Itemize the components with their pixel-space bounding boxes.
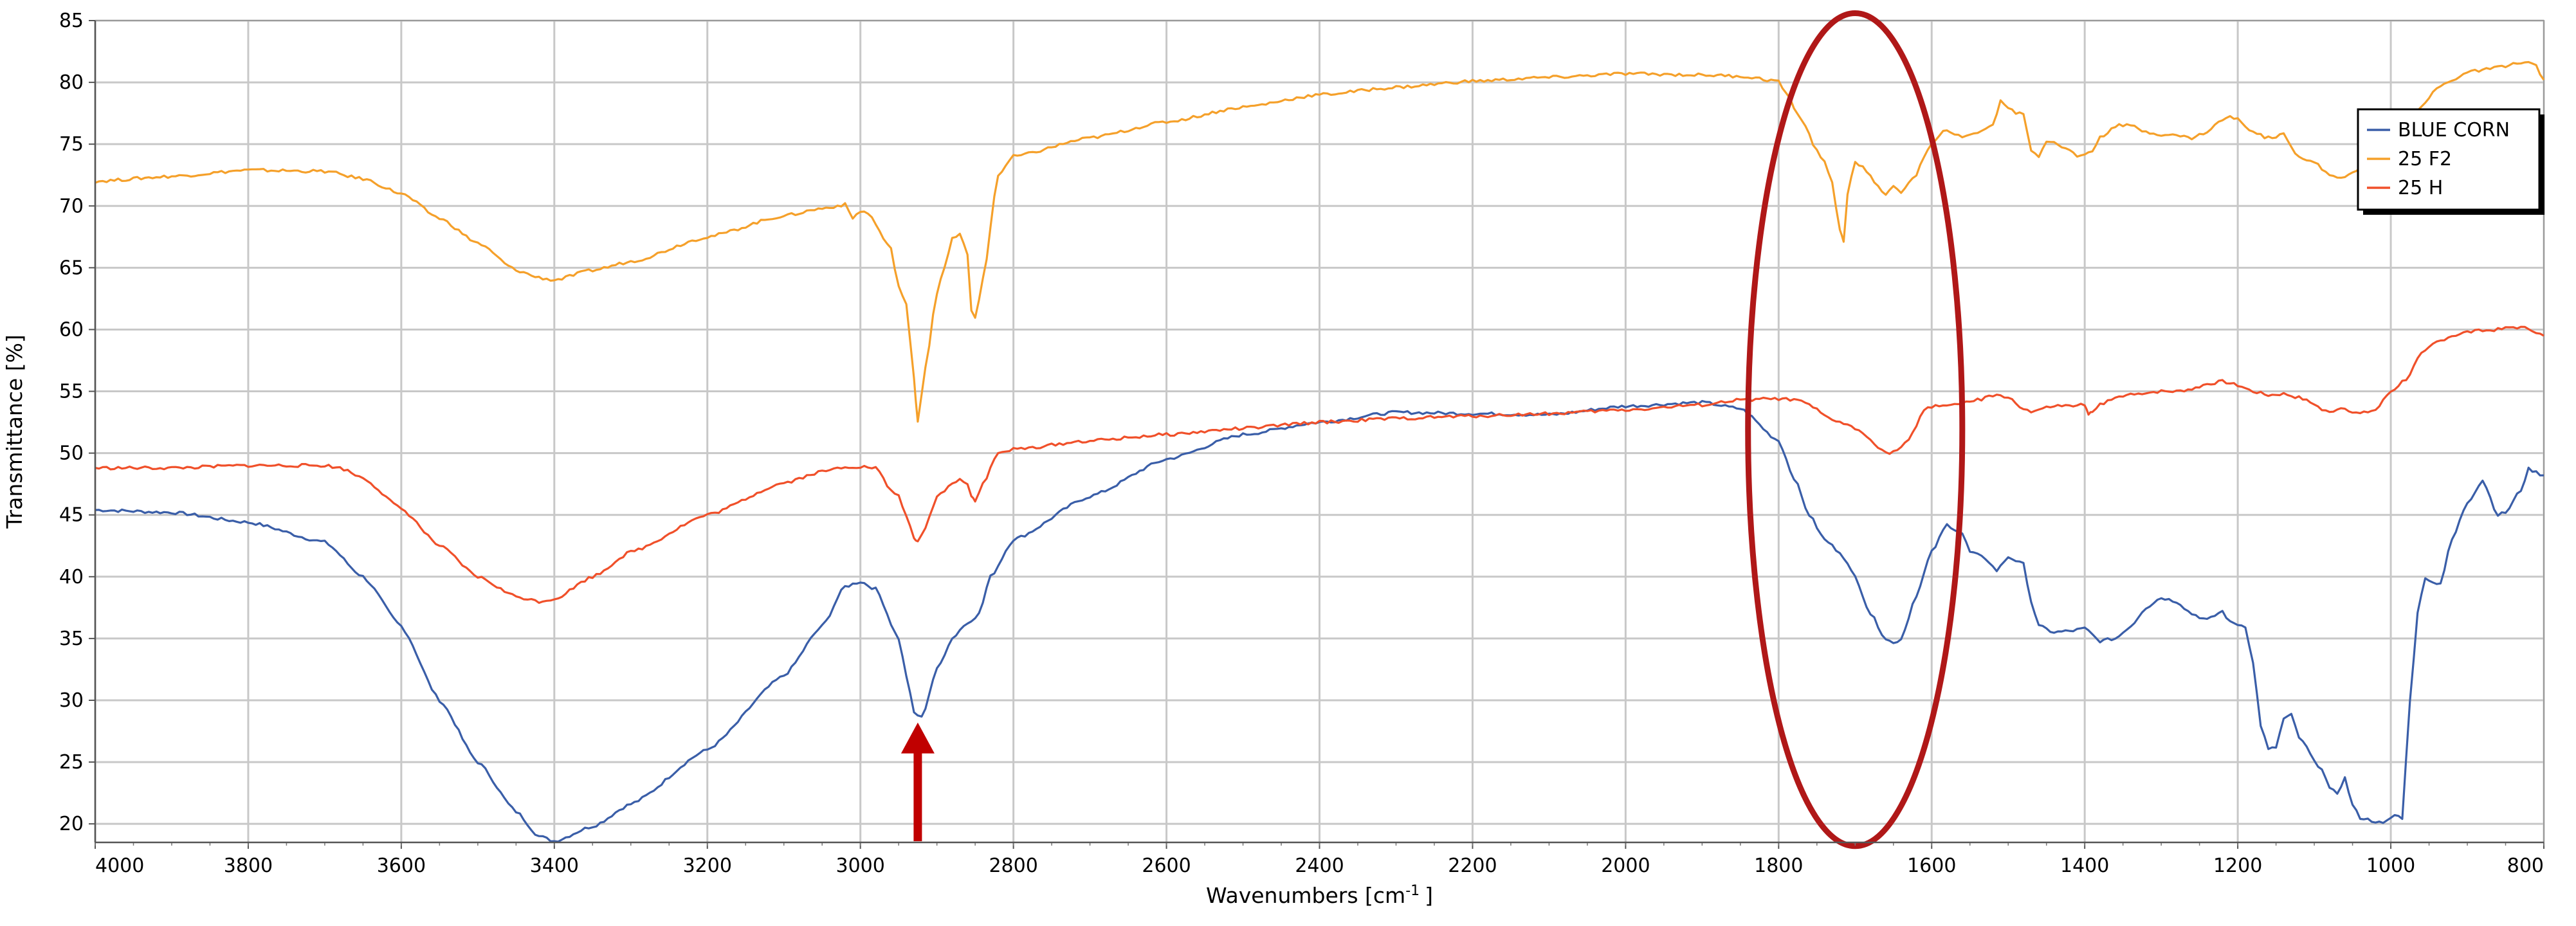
x-tick-label: 3800 [224,855,273,877]
legend: BLUE CORN 25 F2 25 H [2357,108,2544,215]
x-tick-label: 2400 [1295,855,1344,877]
y-tick-label: 75 [59,133,84,156]
x-tick-label: 3200 [683,855,732,877]
y-axis-label: Transmittance [%] [2,334,27,529]
y-tick-label: 65 [59,257,84,279]
series-line-25-f2 [95,60,2545,423]
y-tick-label: 50 [59,442,84,465]
x-tick-label: 2800 [989,855,1037,877]
x-tick-labels: 4000 3800 3600 3400 3200 3000 2800 2600 2400 2200… [95,855,2544,877]
x-tick-label: 1200 [2213,855,2262,877]
annotation-ellipse [1745,10,1966,849]
x-tick-label: 1800 [1754,855,1803,877]
annotations [900,10,1966,849]
legend-entry: 25 H [2398,177,2443,199]
x-tick-label: 3600 [377,855,426,877]
y-tick-label: 80 [59,71,84,94]
y-tick-label: 20 [59,813,84,835]
y-tick-label: 85 [59,10,84,32]
x-tick-label: 2600 [1142,855,1191,877]
x-tick-label: 1000 [2366,855,2415,877]
annotation-arrow-head [900,722,935,754]
x-axis-label: Wavenumbers [cm-1] [1206,883,1433,908]
x-tick-label: 2000 [1601,855,1650,877]
y-tick-label: 40 [59,566,84,588]
y-tick-label: 55 [59,381,84,403]
y-tick-label: 30 [59,689,84,712]
y-tick-label: 70 [59,195,84,217]
grid-lines [94,19,2545,842]
y-tick-label: 25 [59,751,84,774]
y-tick-label: 45 [59,504,84,527]
legend-entry: 25 F2 [2398,148,2452,170]
axes [89,20,2544,849]
series-lines [95,60,2545,843]
x-tick-label: 3400 [530,855,579,877]
x-tick-label: 1600 [1907,855,1956,877]
x-tick-label: 3000 [836,855,885,877]
y-tick-label: 60 [59,318,84,341]
legend-entry: BLUE CORN [2398,119,2510,141]
series-line-25-h [95,325,2544,604]
y-tick-label: 35 [59,628,84,650]
y-tick-labels: 20 25 30 35 40 45 50 55 60 65 70 75 80 85 [59,10,84,835]
x-tick-label: 2200 [1448,855,1497,877]
x-tick-label: 1400 [2060,855,2109,877]
x-tick-label: 800 [2507,855,2544,877]
x-tick-label: 4000 [95,855,144,877]
